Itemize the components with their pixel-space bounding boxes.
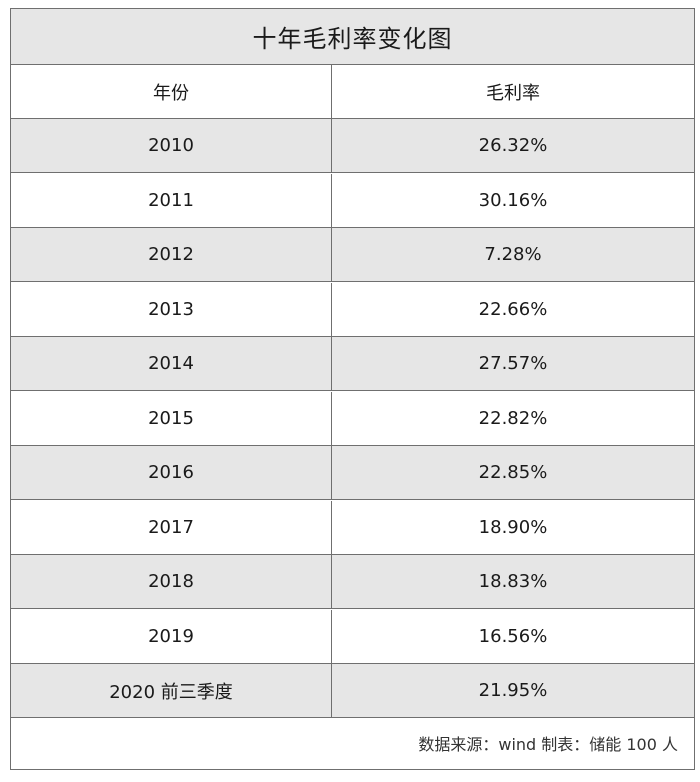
- table-row: 2013 22.66%: [11, 282, 694, 337]
- margin-cell: 22.85%: [478, 462, 548, 483]
- year-cell: 2012: [11, 228, 332, 281]
- margin-cell: 26.32%: [478, 135, 548, 156]
- table-row: 2019 16.56%: [11, 609, 694, 664]
- year-cell: 2015: [11, 391, 332, 445]
- year-cell: 2016: [11, 446, 332, 499]
- year-cell: 2017: [11, 500, 332, 554]
- year-cell: 2014: [11, 337, 332, 390]
- year-cell: 2011: [11, 173, 332, 227]
- table-row: 2010 26.32%: [11, 119, 694, 173]
- year-cell: 2019: [11, 609, 332, 663]
- table-title: 十年毛利率变化图: [11, 9, 694, 65]
- margin-cell: 7.28%: [484, 244, 542, 265]
- margin-cell: 16.56%: [478, 625, 548, 647]
- table-row: 2012 7.28%: [11, 228, 694, 282]
- table-row: 2014 27.57%: [11, 337, 694, 391]
- source-note: 数据来源：wind 制表：储能 100 人: [418, 735, 678, 754]
- table-row: 2020 前三季度 21.95%: [11, 664, 694, 718]
- margin-cell: 22.82%: [478, 407, 548, 429]
- margin-cell: 18.90%: [478, 516, 548, 538]
- margin-cell: 18.83%: [478, 571, 548, 592]
- header-row: 年份 毛利率: [11, 65, 694, 119]
- column-header-year: 年份: [11, 65, 332, 118]
- year-cell: 2013: [11, 282, 332, 336]
- gross-margin-table: 十年毛利率变化图 年份 毛利率 2010 26.32% 2011 30.16% 2012…: [10, 8, 695, 770]
- column-header-margin: 毛利率: [486, 82, 540, 104]
- margin-cell: 27.57%: [478, 353, 548, 374]
- year-cell: 2010: [11, 119, 332, 172]
- margin-cell: 30.16%: [478, 189, 548, 211]
- table-row: 2018 18.83%: [11, 555, 694, 609]
- table-row: 2011 30.16%: [11, 173, 694, 228]
- table-row: 2016 22.85%: [11, 446, 694, 500]
- year-cell: 2018: [11, 555, 332, 608]
- year-cell: 2020 前三季度: [11, 664, 332, 717]
- margin-cell: 22.66%: [478, 298, 548, 320]
- table-row: 2015 22.82%: [11, 391, 694, 446]
- margin-cell: 21.95%: [478, 680, 548, 701]
- table-row: 2017 18.90%: [11, 500, 694, 555]
